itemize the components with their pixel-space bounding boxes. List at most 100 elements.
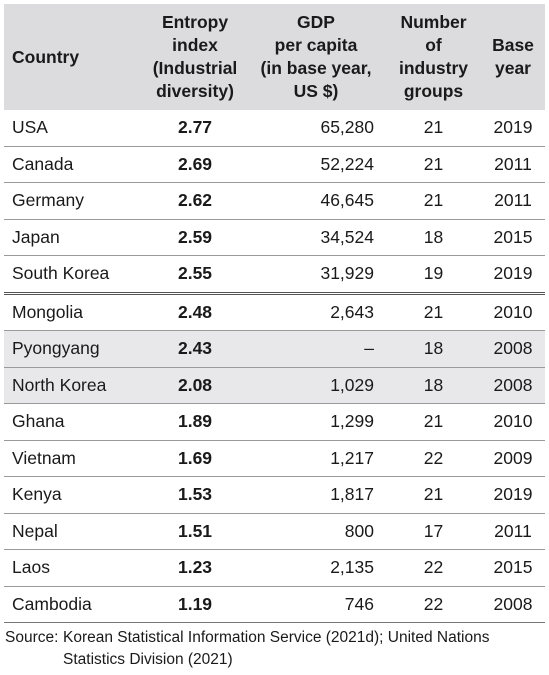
header-gdp: GDP per capita (in base year, US $) [246,4,386,110]
table-row-highlighted: North Korea 2.08 1,029 18 2008 [4,367,545,404]
cell-entropy: 1.69 [144,440,246,477]
cell-gdp: 1,817 [246,476,386,514]
cell-entropy: 2.43 [144,330,246,368]
cell-year: 2008 [481,367,545,404]
cell-country: USA [4,110,144,147]
cell-country: North Korea [4,367,144,404]
cell-entropy: 1.51 [144,513,246,550]
cell-entropy: 1.53 [144,476,246,514]
table-body: USA 2.77 65,280 21 2019 Canada 2.69 52,2… [4,110,545,623]
header-country: Country [4,4,144,110]
header-groups-line: of [425,35,442,55]
cell-entropy: 2.77 [144,110,246,147]
cell-country: Nepal [4,513,144,550]
cell-year: 2011 [481,182,545,220]
cell-entropy: 1.89 [144,403,246,441]
table-row-highlighted: Pyongyang 2.43 – 18 2008 [4,330,545,368]
cell-country: Cambodia [4,586,144,623]
header-groups-line: groups [403,81,464,101]
header-gdp-line: per capita [274,35,358,55]
header-year: Base year [481,4,545,110]
cell-country: Kenya [4,476,144,514]
table-row: Germany 2.62 46,645 21 2011 [4,182,545,220]
header-entropy-line: diversity) [156,81,234,101]
cell-country: Mongolia [4,293,144,331]
table-row: Canada 2.69 52,224 21 2011 [4,146,545,183]
source-text: Korean Statistical Information Service (… [63,629,490,668]
cell-entropy: 2.69 [144,146,246,183]
cell-entropy: 1.23 [144,549,246,587]
header-groups-line: Number [400,12,467,32]
table-row: Kenya 1.53 1,817 21 2019 [4,476,545,514]
cell-year: 2015 [481,549,545,587]
cell-gdp: 1,029 [246,367,386,404]
cell-year: 2010 [481,403,545,441]
table-row: Ghana 1.89 1,299 21 2010 [4,403,545,441]
cell-country: Germany [4,182,144,220]
cell-gdp: 800 [246,513,386,550]
cell-groups: 22 [386,586,481,623]
cell-gdp: 52,224 [246,146,386,183]
cell-year: 2019 [481,255,545,295]
table-row: Mongolia 2.48 2,643 21 2010 [4,293,545,331]
cell-gdp: 2,135 [246,549,386,587]
table-row: Laos 1.23 2,135 22 2015 [4,549,545,587]
source-note: Source: Korean Statistical Information Se… [5,627,545,671]
cell-gdp: 34,524 [246,219,386,256]
header-groups-line: industry [398,58,469,78]
table-row: Nepal 1.51 800 17 2011 [4,513,545,550]
cell-groups: 18 [386,330,481,368]
cell-gdp: 46,645 [246,182,386,220]
cell-country: South Korea [4,255,144,295]
header-entropy-line: (Industrial [152,58,238,78]
cell-year: 2010 [481,293,545,331]
cell-groups: 17 [386,513,481,550]
cell-gdp: 1,217 [246,440,386,477]
table-row: South Korea 2.55 31,929 19 2019 [4,255,545,295]
cell-groups: 22 [386,549,481,587]
cell-country: Canada [4,146,144,183]
cell-entropy: 1.19 [144,586,246,623]
source-label: Source: [5,629,59,646]
header-groups: Number of industry groups [386,4,481,110]
cell-year: 2011 [481,513,545,550]
header-year-line: Base [492,35,534,55]
cell-entropy: 2.59 [144,219,246,256]
cell-groups: 21 [386,403,481,441]
cell-gdp: 65,280 [246,110,386,147]
cell-country: Laos [4,549,144,587]
header-year-line: year [494,58,531,78]
cell-year: 2011 [481,146,545,183]
cell-groups: 22 [386,440,481,477]
cell-country: Pyongyang [4,330,144,368]
table-row: Japan 2.59 34,524 18 2015 [4,219,545,256]
cell-gdp: 31,929 [246,255,386,295]
header-gdp-line: (in base year, [260,58,372,78]
cell-entropy: 2.55 [144,255,246,295]
cell-entropy: 2.48 [144,293,246,331]
table-row: Cambodia 1.19 746 22 2008 [4,586,545,623]
table-header: Country Entropy index (Industrial divers… [4,4,545,110]
cell-groups: 19 [386,255,481,295]
header-row: Country Entropy index (Industrial divers… [4,4,545,110]
header-gdp-line: GDP [297,12,335,32]
data-table: Country Entropy index (Industrial divers… [4,4,545,623]
cell-groups: 18 [386,219,481,256]
cell-country: Ghana [4,403,144,441]
cell-country: Japan [4,219,144,256]
cell-country: Vietnam [4,440,144,477]
cell-year: 2008 [481,586,545,623]
cell-gdp: 1,299 [246,403,386,441]
cell-gdp: 2,643 [246,293,386,331]
cell-groups: 21 [386,110,481,147]
table-row: USA 2.77 65,280 21 2019 [4,110,545,147]
cell-year: 2015 [481,219,545,256]
cell-groups: 21 [386,476,481,514]
cell-groups: 21 [386,146,481,183]
cell-groups: 21 [386,293,481,331]
header-gdp-line: US $) [293,81,339,101]
cell-gdp: – [246,330,386,368]
cell-year: 2008 [481,330,545,368]
cell-year: 2019 [481,476,545,514]
